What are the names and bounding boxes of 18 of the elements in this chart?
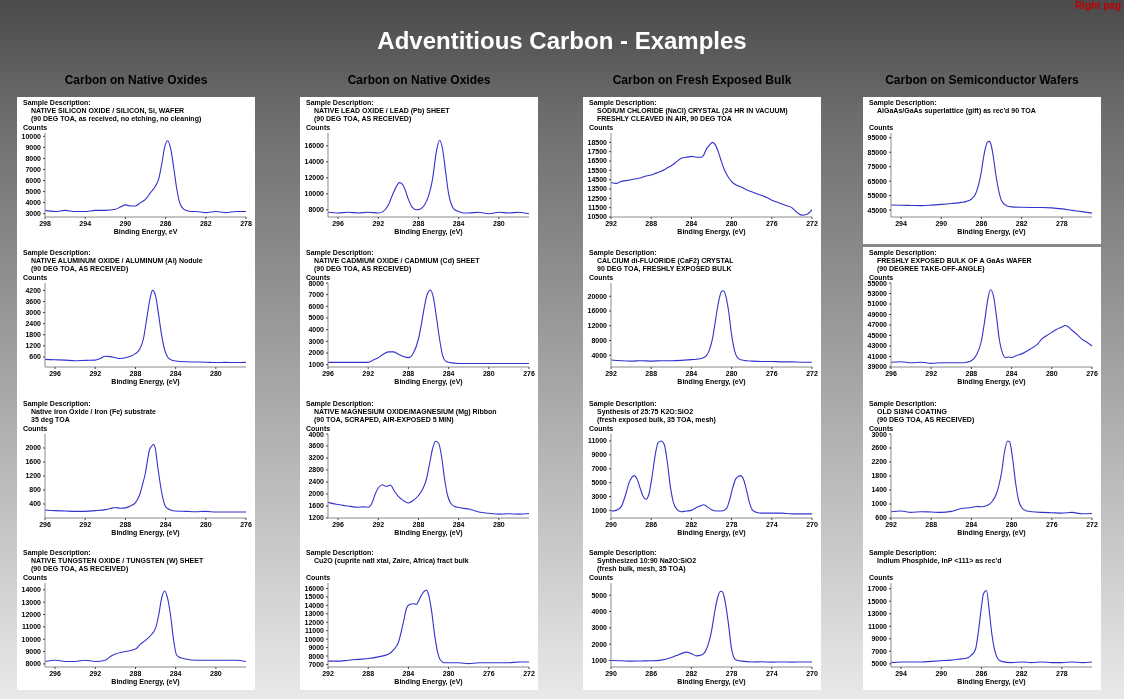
- text: Right pag: [1074, 0, 1121, 11]
- line-series: [45, 289, 246, 364]
- line-series: [611, 440, 812, 515]
- line-series: [45, 443, 246, 513]
- line-series: [891, 289, 1092, 364]
- text: Carbon on Native Oxides: [346, 73, 492, 87]
- line-series: [891, 140, 1092, 214]
- text: Carbon on Native Oxides: [63, 73, 209, 87]
- line-series: [328, 440, 529, 515]
- line-series: [611, 590, 812, 663]
- line-series: [611, 290, 812, 363]
- text: Adventitious Carbon - Examples: [376, 27, 748, 55]
- text: Carbon on Fresh Exposed Bulk: [611, 73, 793, 87]
- line-series: [45, 140, 246, 214]
- line-series: [891, 589, 1092, 664]
- line-series: [45, 590, 246, 662]
- text: Carbon on Semiconductor Wafers: [884, 73, 1080, 87]
- line-series: [891, 440, 1092, 515]
